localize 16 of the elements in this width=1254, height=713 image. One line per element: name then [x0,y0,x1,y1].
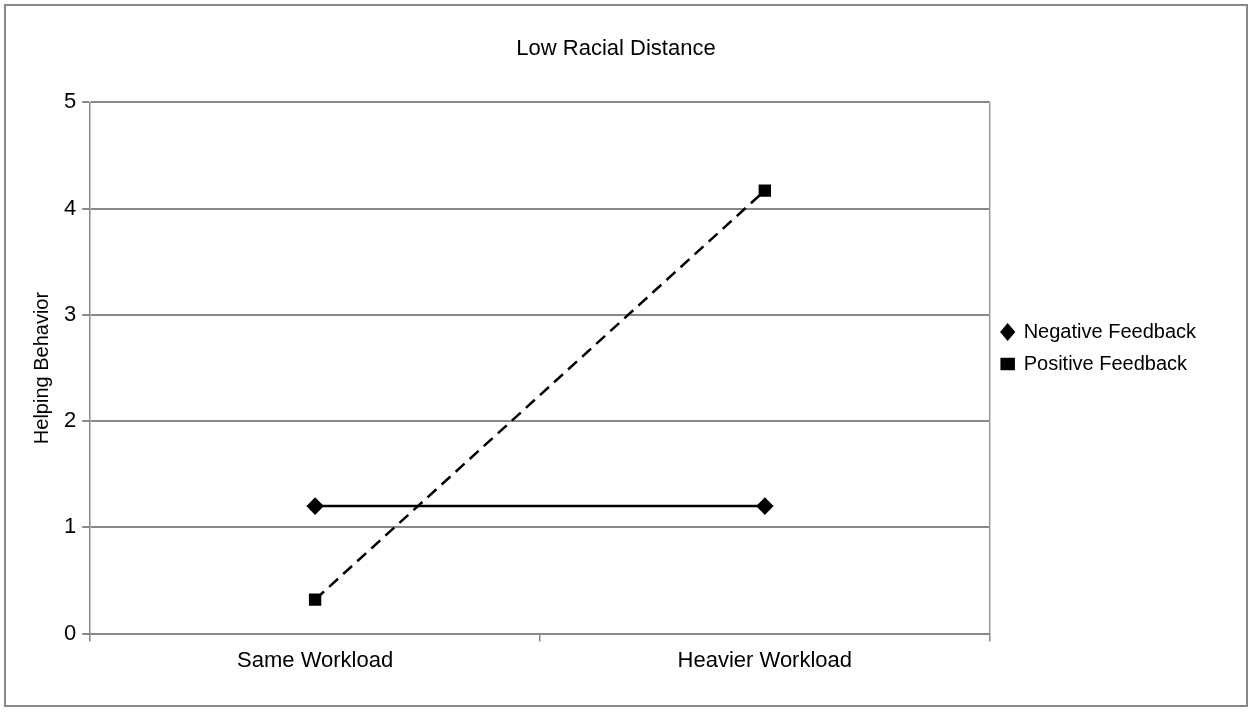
point [308,593,322,606]
y-tick-label: 0 [63,619,77,645]
x-tick-label: Heavier Workload [677,646,853,672]
legend-label: Positive Feedback [1023,351,1189,374]
y-tick-label: 4 [63,194,77,220]
y-axis-title: Helping Behavior [29,291,52,445]
x-tick-label: Same Workload [237,646,394,672]
point [756,497,774,515]
legend-label: Negative Feedback [1023,319,1197,342]
point [758,184,772,197]
y-tick-label: 5 [63,88,77,114]
y-tick-label: 3 [63,300,77,326]
y-tick-label: 2 [63,407,77,433]
point [306,497,324,515]
y-tick-label: 1 [63,513,77,539]
chart-title: Low Racial Distance [516,35,716,61]
